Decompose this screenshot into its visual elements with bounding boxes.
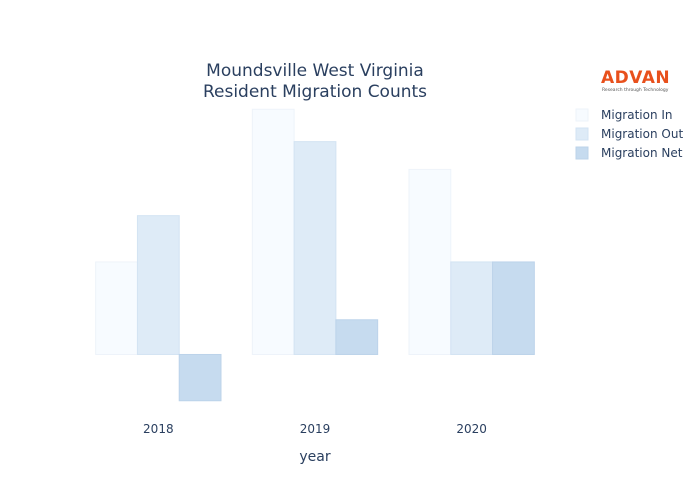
logo-wordmark: ADVAN	[601, 68, 670, 88]
logo-tagline: Research through Technology	[602, 87, 669, 93]
chart-title-line-2: Resident Migration Counts	[203, 82, 427, 102]
bar-migration-in-2019[interactable]	[251, 108, 295, 355]
bar-migration-net-2019[interactable]	[335, 319, 379, 355]
legend-label: Migration In	[601, 108, 673, 122]
legend[interactable]: Migration In Migration Out Migration Net	[575, 108, 683, 160]
legend-label: Migration Net	[601, 146, 683, 160]
bar-migration-in-2020[interactable]	[408, 168, 452, 355]
legend-label: Migration Out	[601, 127, 683, 141]
bar-migration-in-2018[interactable]	[95, 261, 138, 355]
legend-swatch	[575, 146, 589, 160]
bars-layer	[95, 108, 535, 402]
x-tick-2020: 2020	[456, 422, 487, 436]
bar-migration-net-2020[interactable]	[492, 261, 535, 355]
x-tick-labels: 2018 2019 2020	[143, 422, 487, 436]
x-tick-2018: 2018	[143, 422, 174, 436]
legend-item-migration-net[interactable]: Migration Net	[575, 146, 683, 160]
chart-title-line-1: Moundsville West Virginia	[206, 61, 424, 81]
x-axis-title: year	[299, 449, 330, 465]
legend-item-migration-in[interactable]: Migration In	[575, 108, 673, 122]
legend-item-migration-out[interactable]: Migration Out	[575, 127, 683, 141]
x-tick-2019: 2019	[300, 422, 331, 436]
chart-title: Moundsville West Virginia Resident Migra…	[203, 61, 427, 102]
legend-swatch	[575, 108, 589, 122]
bar-migration-out-2019[interactable]	[293, 141, 337, 355]
bar-migration-out-2018[interactable]	[136, 215, 180, 355]
advan-logo: ADVAN Research through Technology	[601, 68, 670, 93]
legend-swatch	[575, 127, 589, 141]
bar-migration-net-2018[interactable]	[178, 353, 222, 402]
bar-migration-out-2020[interactable]	[450, 261, 494, 355]
